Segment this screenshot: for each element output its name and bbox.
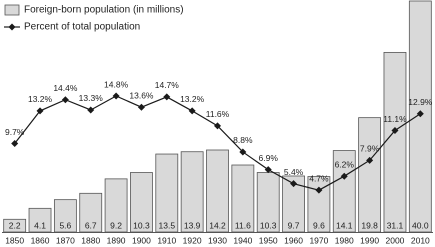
point	[416, 110, 424, 118]
x-tick-label: 1920	[183, 235, 202, 245]
point-value-label: 12.9%	[408, 97, 433, 107]
point	[112, 92, 120, 100]
x-tick-label: 1880	[81, 235, 100, 245]
bar-value-label: 13.5	[159, 220, 176, 230]
point	[239, 148, 247, 156]
point-value-label: 14.4%	[53, 83, 78, 93]
bar	[79, 192, 103, 233]
point-value-label: 14.8%	[104, 79, 129, 89]
bar-value-label: 40.0	[412, 220, 429, 230]
point	[188, 107, 196, 115]
point	[264, 166, 272, 174]
bar	[282, 175, 305, 233]
bar	[155, 153, 179, 233]
bar	[307, 176, 331, 233]
bar	[383, 51, 407, 233]
bar	[180, 151, 204, 233]
point	[36, 107, 44, 115]
bar	[358, 117, 382, 233]
point	[137, 103, 145, 111]
bar-value-label: 2.2	[9, 220, 21, 230]
x-tick-label: 1850	[5, 235, 24, 245]
x-tick-label: 1900	[132, 235, 151, 245]
point	[61, 96, 69, 104]
bar-value-label: 10.3	[260, 220, 277, 230]
point-value-label: 13.3%	[79, 93, 104, 103]
point-value-label: 7.9%	[360, 144, 380, 154]
bar-value-label: 9.6	[313, 220, 325, 230]
point-value-label: 6.9%	[259, 153, 279, 163]
point-value-label: 13.2%	[28, 94, 53, 104]
point-value-label: 13.2%	[180, 94, 205, 104]
point	[290, 180, 298, 188]
bar-value-label: 13.9	[184, 220, 201, 230]
x-tick-label: 1990	[360, 235, 379, 245]
bar-value-label: 14.1	[336, 220, 353, 230]
legend-label: Percent of total population	[24, 22, 140, 33]
legend-label: Foreign-born population (in millions)	[24, 5, 184, 16]
point-value-label: 9.7%	[5, 127, 25, 137]
bar	[28, 207, 52, 233]
x-tick-label: 1860	[31, 235, 50, 245]
x-tick-label: 1940	[233, 235, 252, 245]
bar-value-label: 10.3	[133, 220, 150, 230]
bar	[332, 150, 356, 233]
bar-value-label: 14.2	[209, 220, 226, 230]
bar-value-label: 19.8	[361, 220, 378, 230]
legend-marker	[8, 23, 16, 31]
point	[391, 127, 399, 134]
point	[340, 172, 348, 180]
point-value-label: 11.1%	[383, 114, 407, 124]
point-value-label: 13.6%	[129, 90, 154, 100]
point	[11, 140, 19, 148]
point	[87, 106, 95, 114]
bar-value-label: 5.6	[59, 220, 71, 230]
x-tick-label: 1910	[157, 235, 176, 245]
point-value-label: 14.7%	[155, 80, 180, 90]
x-tick-label: 1890	[107, 235, 126, 245]
point-value-label: 4.7%	[309, 173, 329, 183]
bar	[206, 149, 229, 233]
point	[163, 93, 171, 101]
x-tick-label: 1970	[309, 235, 328, 245]
point-value-label: 8.8%	[233, 135, 253, 145]
point-value-label: 5.4%	[284, 167, 304, 177]
x-tick-label: 1950	[259, 235, 278, 245]
bar	[53, 199, 77, 233]
point-value-label: 6.2%	[335, 159, 355, 169]
bar-value-label: 9.2	[110, 220, 122, 230]
bar	[3, 218, 27, 233]
legend-swatch	[4, 4, 20, 16]
bar	[104, 178, 128, 233]
point-value-label: 11.6%	[206, 109, 230, 119]
point	[214, 122, 221, 130]
x-tick-label: 1930	[208, 235, 227, 245]
bar-value-label: 31.1	[387, 220, 404, 230]
bar	[130, 172, 153, 233]
x-tick-label: 2000	[386, 235, 405, 245]
x-tick-label: 1980	[335, 235, 354, 245]
bar-value-label: 9.7	[288, 220, 300, 230]
x-tick-label: 1960	[284, 235, 303, 245]
x-tick-label: 1870	[56, 235, 75, 245]
bar	[231, 164, 255, 233]
bar-value-label: 11.6	[235, 220, 251, 230]
bar-value-label: 6.7	[85, 220, 97, 230]
point	[315, 186, 323, 194]
x-tick-label: 2010	[411, 235, 430, 245]
bar-value-label: 4.1	[34, 220, 46, 230]
point	[366, 156, 374, 164]
